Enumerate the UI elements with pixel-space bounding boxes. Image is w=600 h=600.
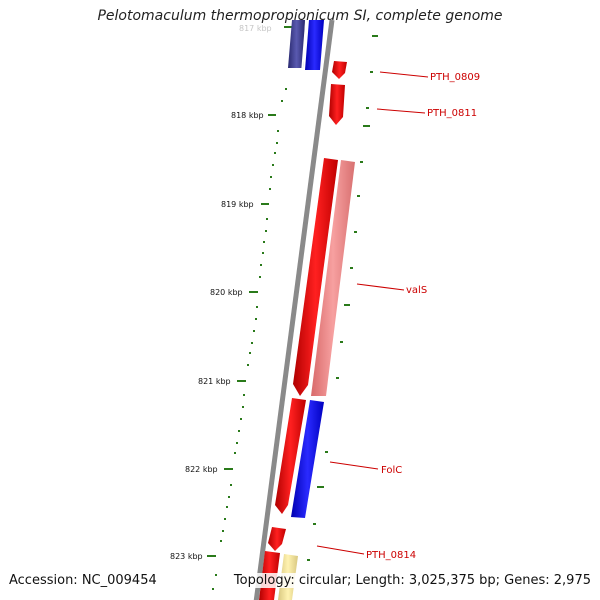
blue-feature-folc[interactable] [291,400,324,518]
gene-label-folc[interactable]: FolC [381,465,402,476]
tick-label: 822 kbp [185,465,218,474]
topology-stats-label: Topology: circular; Length: 3,025,375 bp… [233,573,591,588]
gene-label-pth-0814[interactable]: PTH_0814 [366,550,416,561]
map-title: Pelotomaculum thermopropionicum SI, comp… [97,8,503,24]
gene-feature-pth-0811[interactable] [329,84,345,125]
tick-label: 821 kbp [198,377,231,386]
tick-label: 820 kbp [210,288,243,297]
gene-feature-pth-0809[interactable] [332,61,347,79]
gene-feature[interactable] [305,20,324,70]
gene-feature[interactable] [288,20,305,68]
tick-label: 818 kbp [231,111,264,120]
gene-feature-pth-0814[interactable] [268,527,286,551]
leader-lines [316,71,429,555]
tick-label: 817 kbp [239,24,272,33]
gene-label-pth-0809[interactable]: PTH_0809 [430,72,480,83]
kbp-ticks [207,26,292,557]
tick-label: 823 kbp [170,552,203,561]
gene-feature-vals[interactable] [293,158,338,396]
rna-feature-vals[interactable] [311,160,355,396]
gene-label-pth-0811[interactable]: PTH_0811 [427,108,477,119]
accession-label: Accession: NC_009454 [9,573,157,588]
outer-dotted-track [307,35,378,561]
gene-label-vals[interactable]: valS [406,285,427,296]
gene-feature-folc[interactable] [275,398,306,514]
inner-dotted-track [212,88,287,590]
backbone [253,19,335,600]
tick-label: 819 kbp [221,200,254,209]
